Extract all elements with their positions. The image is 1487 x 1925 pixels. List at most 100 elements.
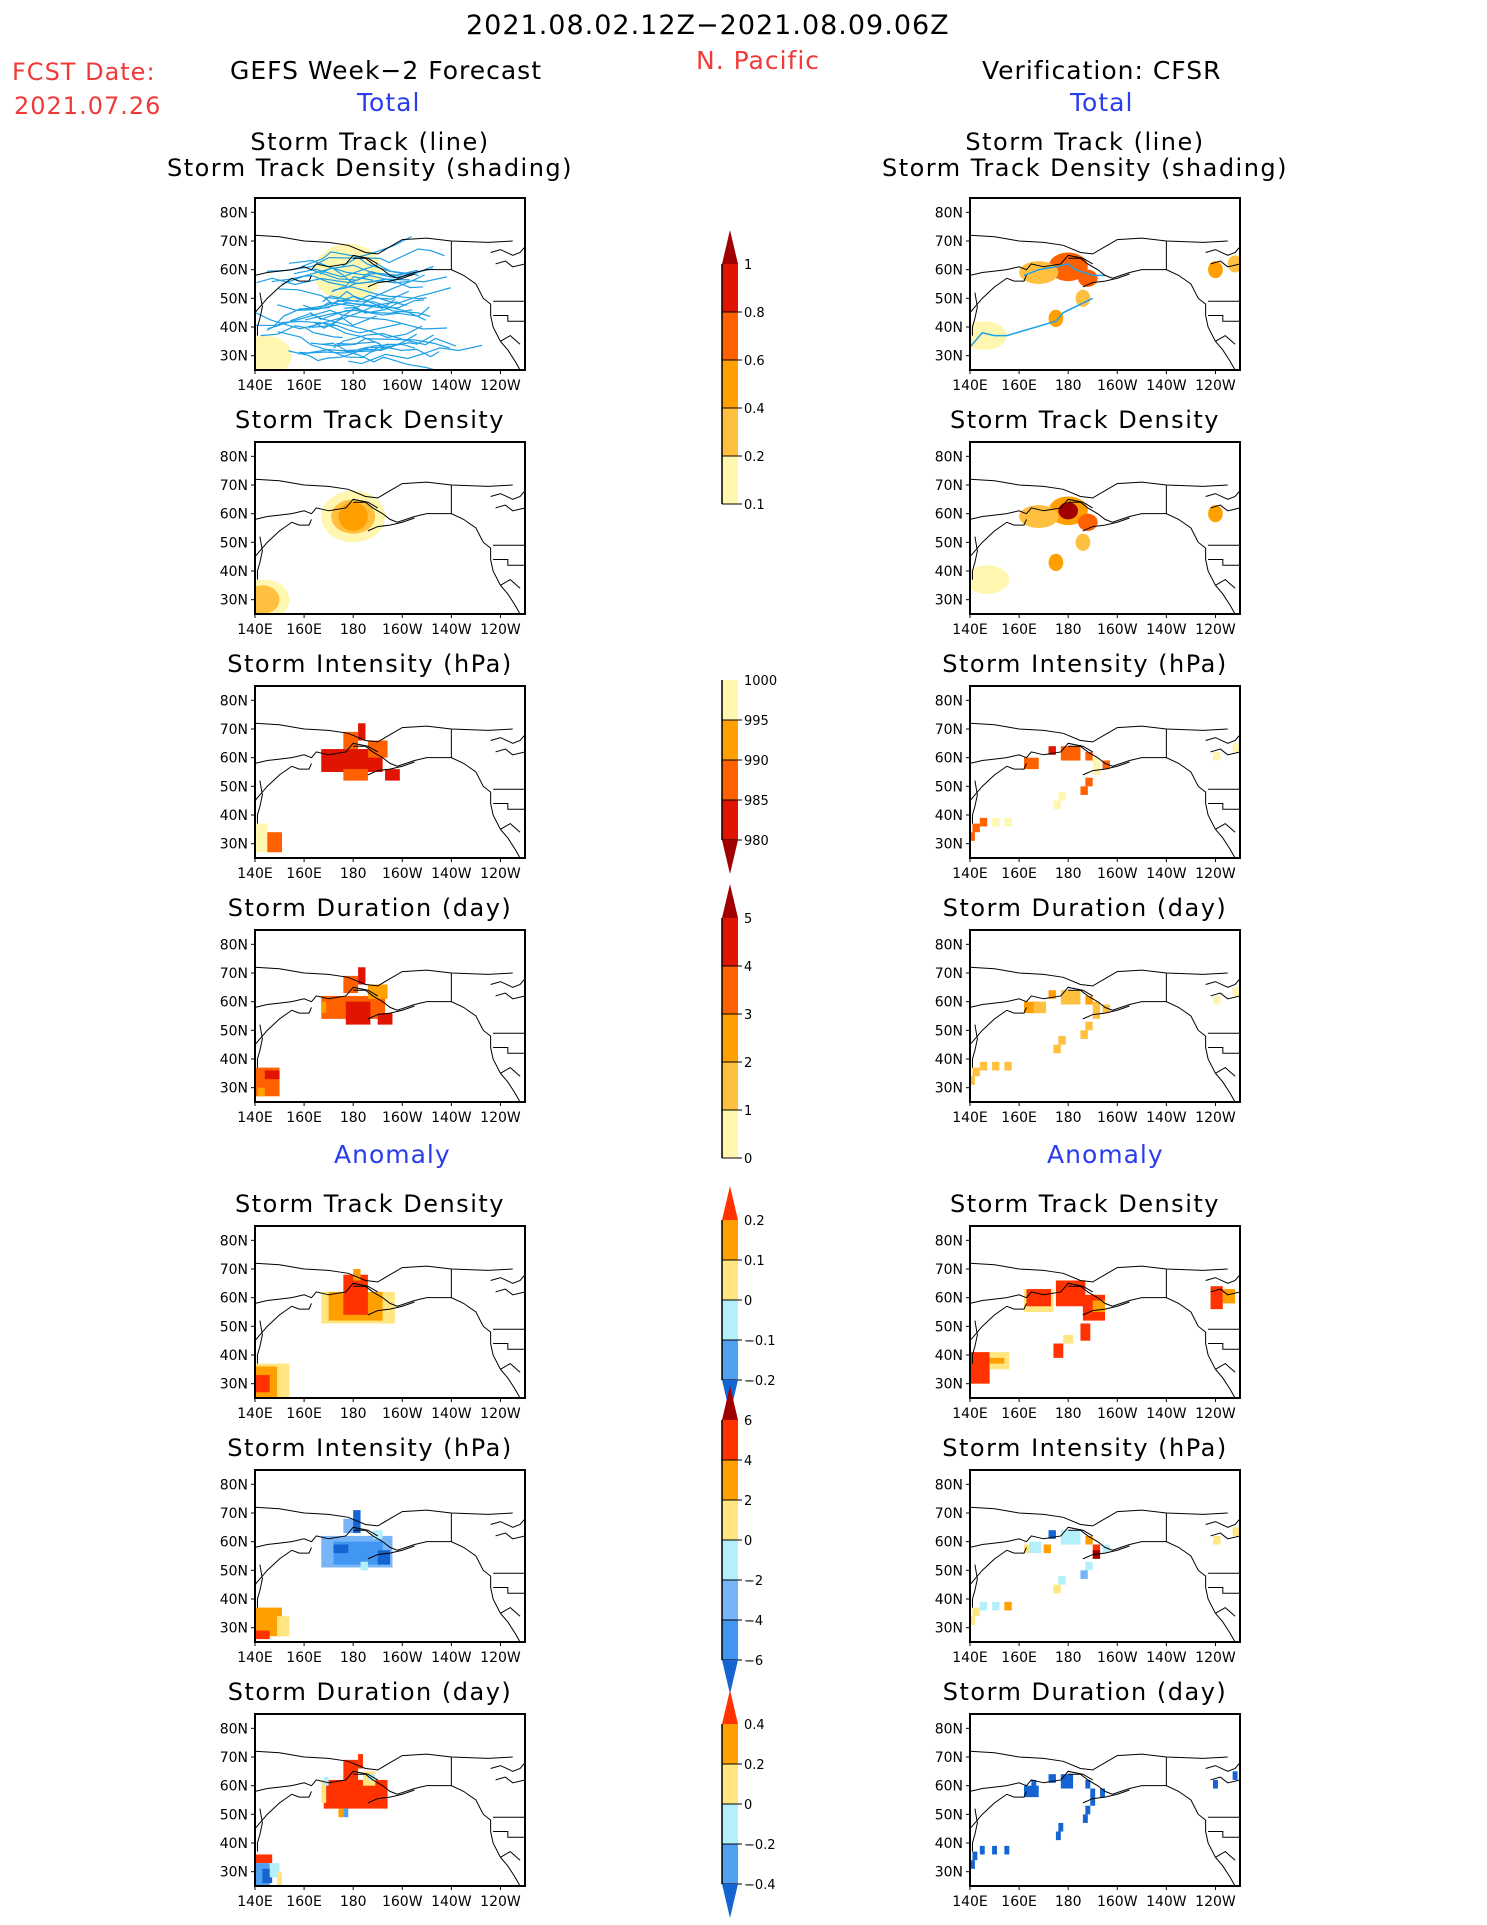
map-frame xyxy=(969,197,1241,371)
map-frame xyxy=(254,197,526,371)
density-blob xyxy=(1048,309,1064,327)
panel-title: Storm Intensity (hPa) xyxy=(227,1434,513,1462)
x-tick-label: 140W xyxy=(1146,1650,1187,1666)
y-tick-label: 50N xyxy=(935,291,963,307)
coastline xyxy=(353,745,521,858)
y-tick-label: 60N xyxy=(220,1291,248,1307)
grid-cell xyxy=(1092,1300,1105,1312)
storm-track-line xyxy=(281,264,418,286)
grid-cell xyxy=(1055,1831,1061,1841)
grid-cell xyxy=(367,984,388,999)
x-tick-label: 180 xyxy=(340,866,367,882)
x-tick-label: 140E xyxy=(952,378,988,394)
colorbar-cb-density: 1 0.8 0.6 0.4 0.2 0.1 xyxy=(721,230,765,513)
x-tick-label: 140E xyxy=(237,1110,273,1126)
x-tick-label: 160E xyxy=(1001,1406,1037,1422)
grid-cell xyxy=(979,1601,988,1611)
storm-track-line xyxy=(255,311,377,330)
y-tick-label: 30N xyxy=(935,1865,963,1881)
grid-cell xyxy=(970,1352,990,1384)
coastline xyxy=(490,1274,525,1284)
coastline xyxy=(970,234,1228,255)
y-tick-label: 60N xyxy=(220,507,248,523)
coastline xyxy=(255,1770,378,1792)
x-tick-label: 140E xyxy=(237,378,273,394)
coastline xyxy=(255,1547,312,1585)
x-tick-label: 120W xyxy=(1195,1894,1236,1910)
grid-cell xyxy=(264,1070,280,1080)
x-tick-label: 180 xyxy=(340,378,367,394)
y-tick-label: 30N xyxy=(935,1081,963,1097)
y-tick-label: 60N xyxy=(935,1535,963,1551)
coastline xyxy=(255,742,378,764)
coastline xyxy=(495,1532,525,1540)
coastline xyxy=(490,246,525,256)
panel-title: Storm Track (line) xyxy=(965,128,1205,156)
y-tick-label: 80N xyxy=(935,1233,963,1249)
storm-track-line xyxy=(288,344,390,362)
coastline xyxy=(1068,745,1236,858)
y-tick-label: 80N xyxy=(935,205,963,221)
grid-cell xyxy=(1085,1779,1091,1789)
grid-cell xyxy=(1024,1785,1039,1798)
y-tick-label: 30N xyxy=(935,1377,963,1393)
colorbar-band xyxy=(722,360,738,408)
colorbar-label: −0.4 xyxy=(744,1878,776,1893)
grid-cell xyxy=(353,1269,361,1281)
map-panel-fcst-total-density: 80N 70N 60N 50N 40N 30N 140E 160E 180 160W 140W 120… xyxy=(220,441,526,638)
coastline xyxy=(1208,1831,1240,1838)
y-tick-label: 40N xyxy=(220,564,248,580)
grid-cell xyxy=(972,1067,980,1077)
y-tick-label: 80N xyxy=(935,1477,963,1493)
forecast-column-title: GEFS Week−2 Forecast xyxy=(230,56,543,85)
x-tick-label: 160E xyxy=(286,378,322,394)
x-tick-label: 180 xyxy=(1055,622,1082,638)
coastline xyxy=(971,1808,978,1852)
grid-cell xyxy=(1222,1289,1236,1304)
grid-cell xyxy=(1058,792,1066,801)
y-tick-label: 80N xyxy=(220,1233,248,1249)
y-tick-label: 80N xyxy=(935,1721,963,1737)
coastline xyxy=(490,734,525,744)
colorbar-label: 985 xyxy=(744,794,769,809)
grid-cell xyxy=(343,1274,368,1315)
x-tick-label: 160W xyxy=(382,1406,423,1422)
grid-cell xyxy=(255,1630,270,1640)
colorbar-label: 0.8 xyxy=(744,306,765,321)
colorbar-label: 1 xyxy=(744,1104,752,1119)
right-section-total: Total xyxy=(1070,88,1134,117)
y-tick-label: 70N xyxy=(220,234,248,250)
y-tick-label: 50N xyxy=(935,1023,963,1039)
y-tick-label: 70N xyxy=(220,1506,248,1522)
map-frame xyxy=(969,929,1241,1103)
grid-cell xyxy=(267,832,282,853)
coastline xyxy=(1205,246,1240,256)
coastline xyxy=(970,1303,1027,1341)
storm-track-line xyxy=(970,297,1094,348)
y-tick-label: 60N xyxy=(220,1535,248,1551)
storm-track-line xyxy=(1023,263,1105,277)
coastline xyxy=(1210,1288,1240,1296)
grid-cell xyxy=(367,1774,376,1780)
y-tick-label: 80N xyxy=(935,937,963,953)
x-tick-label: 120W xyxy=(480,1650,521,1666)
colorbar-band xyxy=(722,1062,738,1110)
coastline xyxy=(970,1007,1027,1045)
x-tick-label: 120W xyxy=(1195,866,1236,882)
x-tick-label: 140W xyxy=(431,1110,472,1126)
map-frame xyxy=(969,1713,1241,1887)
coastline xyxy=(1068,501,1236,614)
grid-cell xyxy=(970,1860,975,1869)
grid-cell xyxy=(321,1779,327,1803)
y-tick-label: 30N xyxy=(935,1621,963,1637)
colorbar-label: 4 xyxy=(744,960,752,975)
y-tick-label: 40N xyxy=(220,320,248,336)
grid-cell xyxy=(255,823,268,853)
x-tick-label: 160W xyxy=(382,378,423,394)
x-tick-label: 140W xyxy=(431,1650,472,1666)
coastline xyxy=(1068,1773,1236,1886)
y-tick-label: 30N xyxy=(935,837,963,853)
left-section-total: Total xyxy=(357,88,421,117)
map-panel-fcst-total-duration: 80N 70N 60N 50N 40N 30N 140E 160E 180 160W 140W 120… xyxy=(220,929,526,1126)
colorbar-band xyxy=(722,918,738,966)
